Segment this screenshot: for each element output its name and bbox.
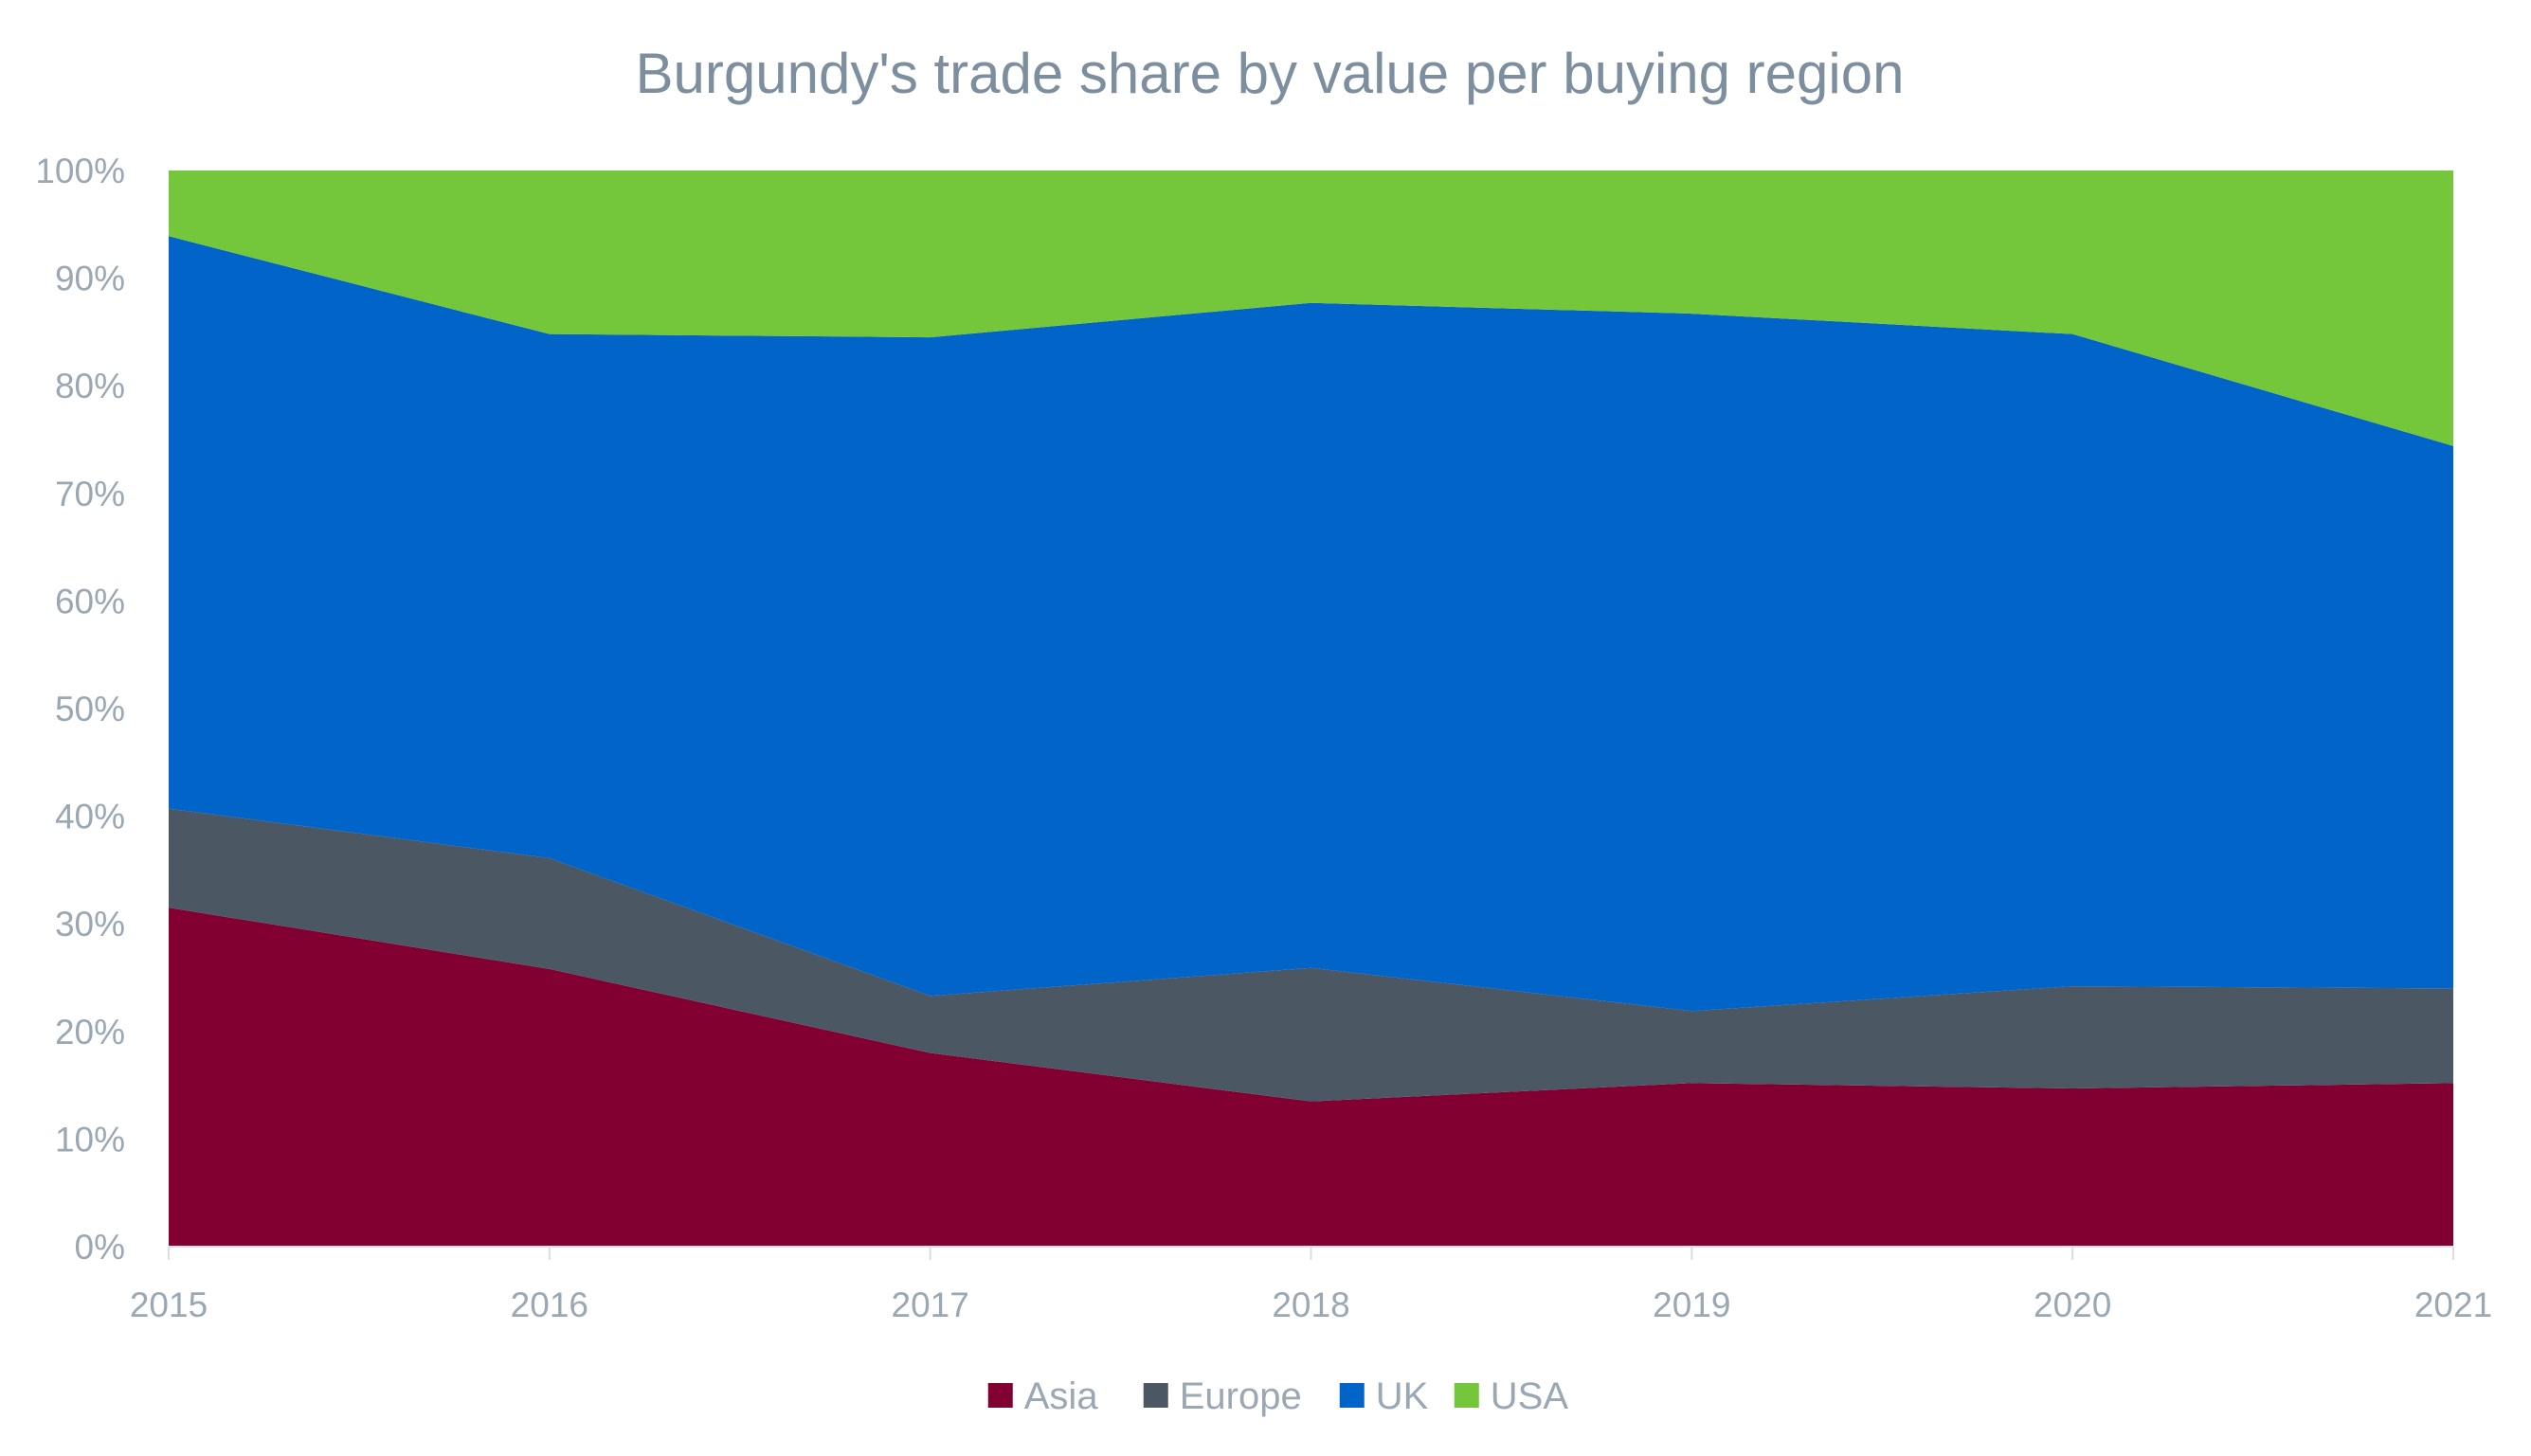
legend: Asia Europe UK USA [987,1375,1569,1417]
y-tick-label: 90% [55,260,125,298]
y-tick-label: 100% [35,152,125,190]
legend-swatch [1143,1383,1168,1408]
area-series-uk [169,236,2453,1012]
x-tick-label: 2016 [511,1285,588,1324]
chart-title: Burgundy's trade share by value per buyi… [636,42,1905,105]
legend-item-usa: USA [1454,1375,1569,1417]
y-tick-label: 50% [55,690,125,728]
legend-swatch [987,1383,1013,1408]
y-tick-label: 0% [75,1228,125,1267]
y-tick-label: 30% [55,905,125,944]
legend-item-europe: Europe [1143,1375,1302,1417]
legend-label: Europe [1180,1375,1302,1417]
y-tick-label: 20% [55,1013,125,1052]
area-series-usa [169,171,2453,446]
x-tick-label: 2018 [1272,1285,1349,1324]
legend-label: UK [1376,1375,1429,1417]
legend-label: Asia [1024,1375,1099,1417]
legend-swatch [1454,1383,1479,1408]
legend-label: USA [1491,1375,1569,1417]
x-tick-label: 2015 [130,1285,208,1324]
x-tick-label: 2020 [2034,1285,2111,1324]
areas-layer [169,171,2453,1247]
y-tick-label: 80% [55,367,125,405]
axes-layer: 0% 10% 20% 30% 40% 50% 60% 70% 80% 90% 100% 2015 201… [35,152,2492,1324]
legend-swatch [1339,1383,1365,1408]
x-tick-label: 2021 [2414,1285,2492,1324]
area-series-europe [169,808,2453,1102]
x-tick-label: 2017 [892,1285,969,1324]
y-tick-label: 60% [55,582,125,620]
y-tick-label: 10% [55,1120,125,1159]
y-tick-label: 70% [55,475,125,513]
area-series-asia [169,908,2453,1247]
legend-item-uk: UK [1339,1375,1429,1417]
legend-item-asia: Asia [987,1375,1099,1417]
y-tick-label: 40% [55,798,125,836]
x-tick-label: 2019 [1653,1285,1730,1324]
